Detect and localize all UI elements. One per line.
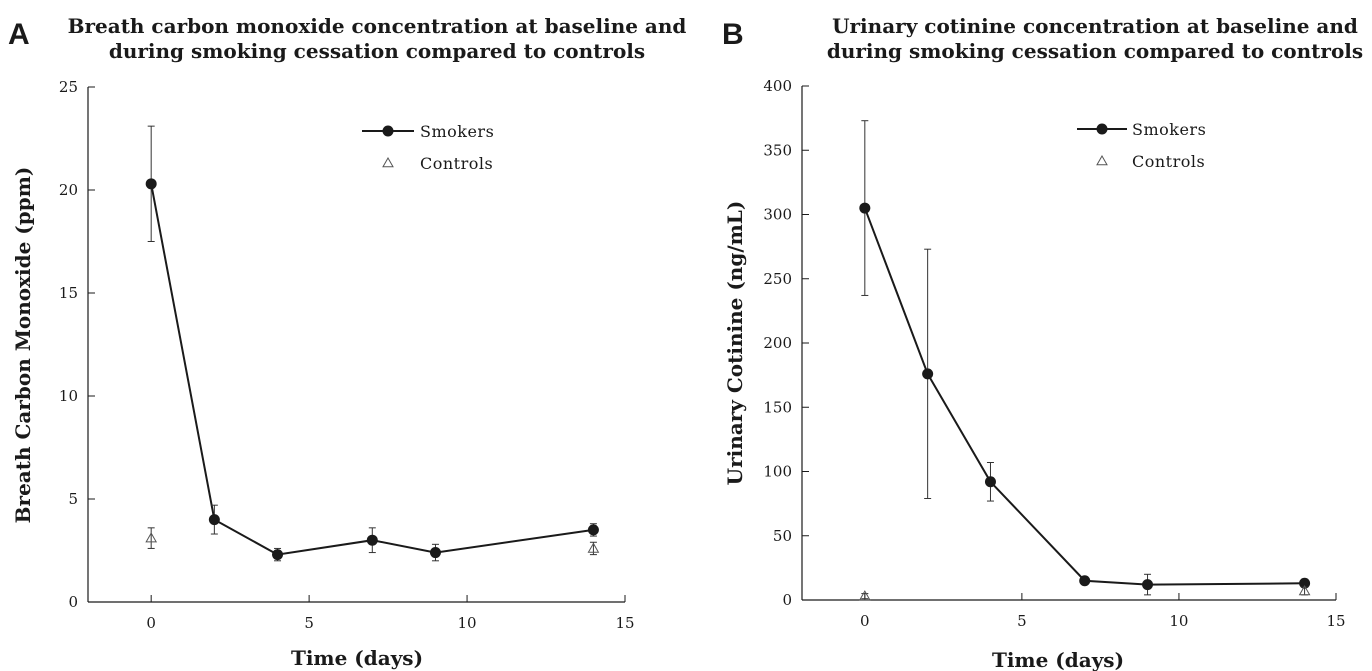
panel-b-x-tick-label: 5 — [1017, 612, 1027, 630]
panel-b-y-tick-label: 300 — [763, 206, 792, 224]
panel-a-series-smokers-point — [429, 547, 441, 559]
panel-a-x-tick-label: 15 — [615, 614, 634, 632]
panel-b-x-tick-label: 0 — [860, 612, 870, 630]
panel-a-legend-controls-marker — [382, 156, 394, 168]
panel-b-series-smokers-point — [1142, 579, 1154, 591]
panel-a-series-controls-point — [587, 542, 600, 553]
panel-a-y-tick-label: 15 — [59, 284, 78, 302]
panel-b-series-controls-point — [858, 590, 871, 601]
panel-b-letter: B — [722, 18, 744, 51]
panel-b-marks — [858, 120, 1311, 601]
panel-b-legend-controls-label: Controls — [1132, 152, 1205, 171]
panel-a-title-line-1: Breath carbon monoxide concentration at … — [68, 14, 687, 38]
panel-a-series-smokers-point — [208, 514, 220, 526]
panel-b-legend: Smokers Controls — [1077, 120, 1206, 171]
panel-b-legend-controls-marker — [1096, 154, 1108, 166]
panel-a-x-tick-label: 10 — [458, 614, 477, 632]
panel-a-y-tick-label: 10 — [59, 387, 78, 405]
panel-a-legend-smokers-label: Smokers — [420, 122, 494, 141]
panel-a-x-tick-label: 0 — [146, 614, 156, 632]
panel-a-legend-controls-label: Controls — [420, 154, 493, 173]
panel-b-x-tick-label: 15 — [1326, 612, 1345, 630]
panel-b-title-line-2: during smoking cessation compared to con… — [827, 39, 1363, 63]
panel-a-y-tick-label: 5 — [68, 490, 78, 508]
panel-a-series-smokers-point — [587, 524, 599, 536]
panel-b-legend-smokers-label: Smokers — [1132, 120, 1206, 139]
panel-a-y-axis-label: Breath Carbon Monoxide (ppm) — [11, 167, 35, 524]
panel-b-y-tick-label: 250 — [763, 270, 792, 288]
panel-b-y-tick-label: 350 — [763, 141, 792, 159]
panel-b-y-tick-label: 200 — [763, 334, 792, 352]
panel-b-y-tick-label: 400 — [763, 77, 792, 95]
panel-b-legend-smokers-marker — [1096, 123, 1108, 135]
panel-a-series-smokers-line — [150, 183, 594, 556]
panel-a-series-smokers-point — [272, 549, 284, 561]
panel-a-y-tick-label: 20 — [59, 181, 78, 199]
panel-b-title-line-1: Urinary cotinine concentration at baseli… — [832, 14, 1358, 38]
panel-b-y-axis-label: Urinary Cotinine (ng/mL) — [723, 201, 747, 486]
panel-a-marks — [145, 125, 600, 562]
panel-b-chart: B Urinary cotinine concentration at base… — [722, 14, 1363, 671]
panel-b-series-controls-error-bar — [861, 593, 869, 600]
panel-b-x-axis-label: Time (days) — [992, 648, 1124, 671]
panel-a-legend: Smokers Controls — [362, 122, 494, 173]
panel-a-letter: A — [8, 18, 30, 51]
panel-a-x-tick-label: 5 — [304, 614, 314, 632]
panel-b-series-smokers-point — [984, 476, 996, 488]
panel-b-y-tick-label: 0 — [782, 591, 792, 609]
panel-b-series-smokers-line — [863, 207, 1305, 586]
panel-b-x-tick-label: 10 — [1169, 612, 1188, 630]
panel-a-axes: 0 5 10 15 0 5 10 15 20 25 — [59, 78, 635, 632]
panel-b-series-smokers-point — [1299, 577, 1311, 589]
panel-b-y-tick-label: 50 — [773, 527, 792, 545]
panel-b-series-smokers-point — [859, 202, 871, 214]
panel-a-series-smokers-point — [145, 178, 157, 190]
panel-b-series-controls-point — [1298, 584, 1311, 596]
panel-a-x-axis-label: Time (days) — [291, 646, 423, 670]
panel-a-y-tick-label: 0 — [68, 593, 78, 611]
panel-a-series-controls-error-bar — [147, 527, 155, 549]
panel-b-series-smokers-point — [1079, 575, 1091, 587]
panel-b-y-tick-label: 150 — [763, 398, 792, 416]
panel-a-series-controls-point — [145, 532, 158, 543]
panel-a-y-tick-label: 25 — [59, 78, 78, 96]
panel-a-series-smokers-point — [366, 534, 378, 546]
panel-a-chart: A Breath carbon monoxide concentration a… — [8, 14, 686, 670]
panel-a-legend-smokers-marker — [382, 125, 394, 137]
panel-b-y-tick-label: 100 — [763, 463, 792, 481]
panel-a-title-line-2: during smoking cessation compared to con… — [109, 39, 645, 63]
panel-b-series-smokers-point — [922, 368, 934, 380]
